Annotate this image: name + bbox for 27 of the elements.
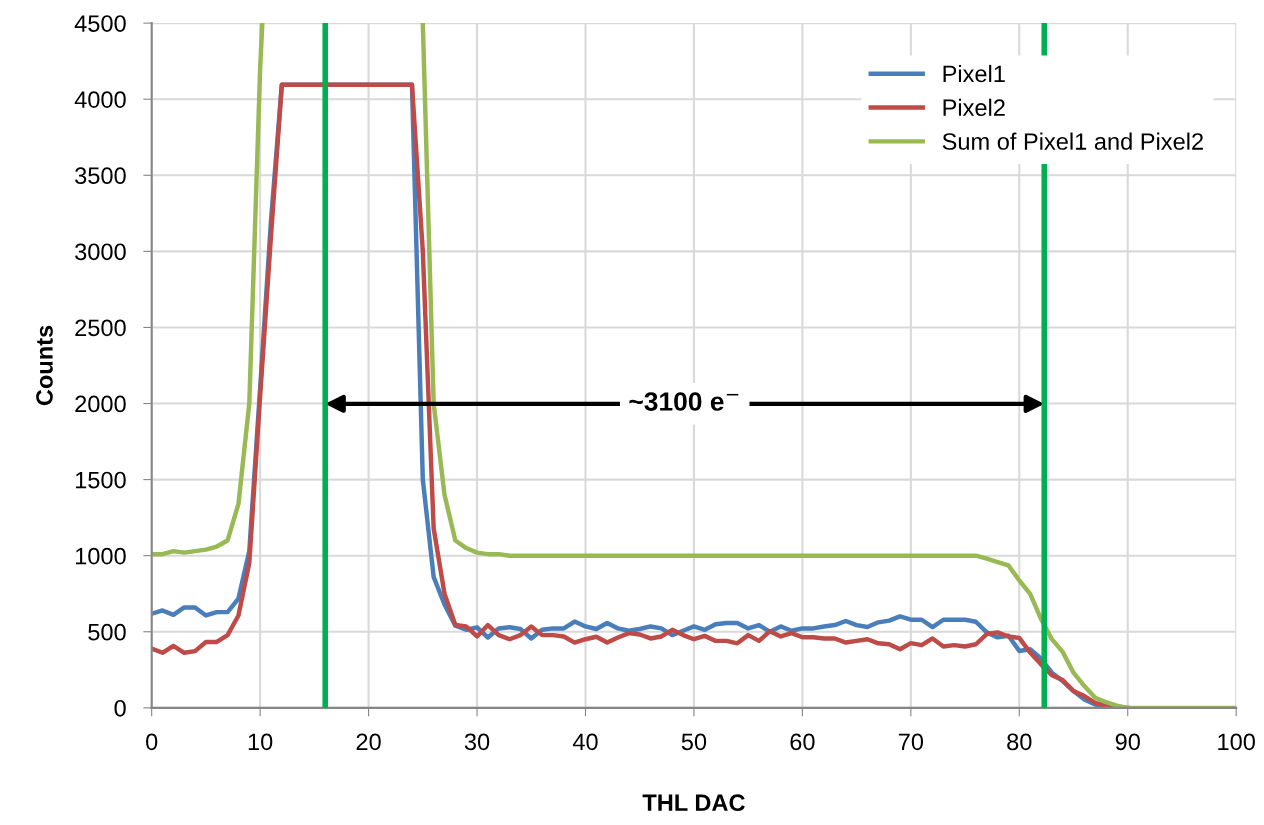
legend-label: Sum of Pixel1 and Pixel2: [942, 132, 1203, 150]
x-tick-label: 80: [1007, 733, 1032, 751]
x-tick-label: 60: [790, 733, 815, 751]
y-tick-label: 0: [114, 699, 126, 717]
x-tick-label: 30: [464, 733, 490, 751]
annotation: ~3100 e$^{−}$: [629, 392, 739, 411]
x-axis-title: THL DAC: [642, 794, 745, 812]
y-tick-label: 500: [88, 623, 126, 641]
y-tick-label: 4500: [74, 15, 126, 32]
y-axis-title: Counts: [36, 325, 53, 406]
x-tick-label: 50: [681, 733, 707, 751]
x-tick-label: 10: [248, 733, 273, 751]
y-tick-label: 2000: [75, 395, 126, 413]
x-tick-label: 0: [146, 733, 158, 751]
x-tick-label: 100: [1218, 733, 1255, 751]
x-tick-label: 20: [356, 733, 381, 751]
y-tick-label: 1500: [75, 471, 126, 489]
y-tick-label: 4000: [74, 91, 126, 108]
x-tick-label: 40: [572, 733, 598, 751]
legend-label: Pixel2: [943, 98, 1005, 117]
y-tick-label: 1000: [75, 547, 126, 565]
legend-label: Pixel1: [943, 64, 1005, 83]
y-tick-label: 3500: [75, 167, 126, 185]
x-tick-label: 90: [1115, 733, 1140, 751]
y-tick-label: 3000: [75, 243, 126, 261]
y-tick-label: 2500: [75, 319, 126, 337]
x-tick-label: 70: [898, 733, 924, 751]
